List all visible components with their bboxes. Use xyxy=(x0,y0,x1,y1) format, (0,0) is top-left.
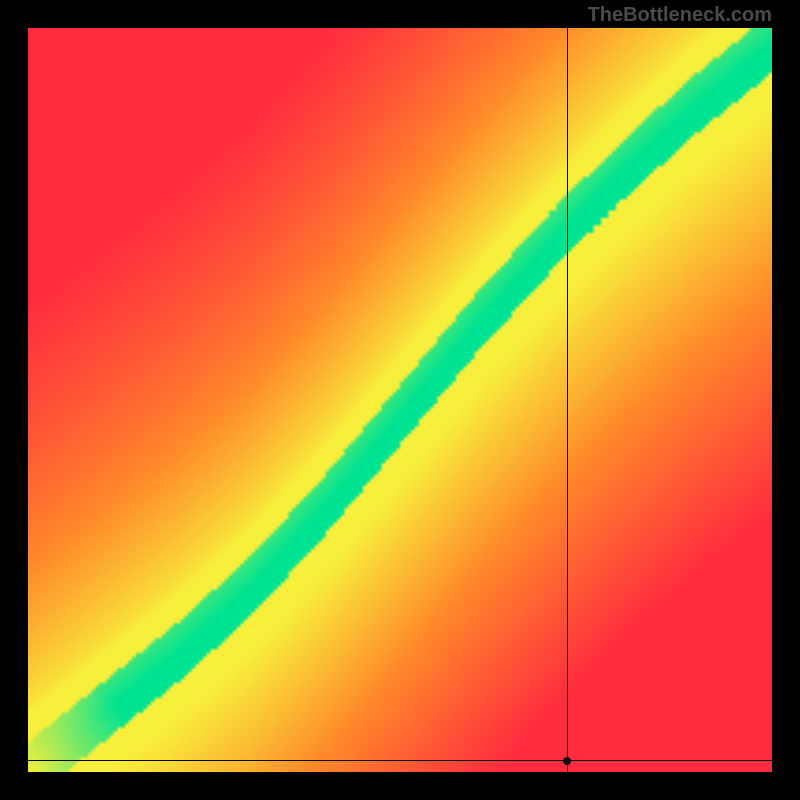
crosshair-horizontal-line xyxy=(28,760,772,761)
heatmap-canvas xyxy=(28,28,772,772)
watermark-text: TheBottleneck.com xyxy=(588,4,772,27)
crosshair-marker-dot xyxy=(563,757,571,765)
heatmap-plot xyxy=(28,28,772,772)
crosshair-vertical-line xyxy=(567,28,568,772)
